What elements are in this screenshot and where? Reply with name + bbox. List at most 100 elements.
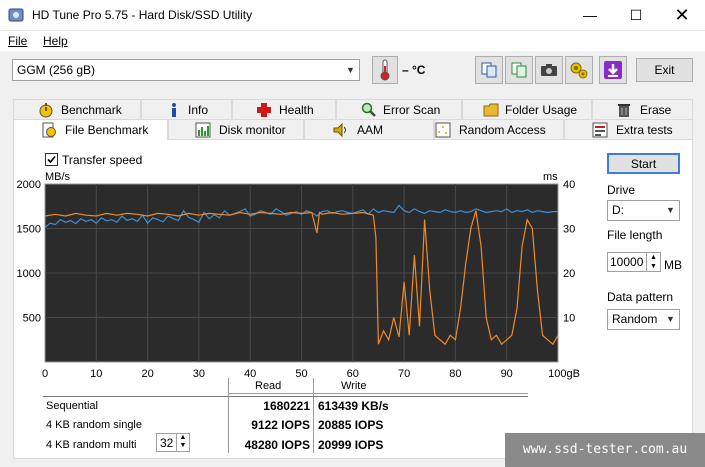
grid-lines <box>45 184 558 362</box>
row-label: Sequential <box>46 400 98 412</box>
tab-erase[interactable]: Erase <box>592 99 693 119</box>
screenshot-button[interactable] <box>535 56 563 84</box>
write-value: 20999 IOPS <box>318 438 384 452</box>
right-tick-label: 20 <box>563 268 575 280</box>
title-bar: HD Tune Pro 5.75 - Hard Disk/SSD Utility… <box>0 0 705 31</box>
queue-depth-input[interactable]: 32 ▲ ▼ <box>156 433 190 452</box>
drive-letter-select[interactable]: D: ▼ <box>607 200 680 221</box>
drive-select[interactable]: GGM (256 gB) ▼ <box>12 59 360 81</box>
write-value: 20885 IOPS <box>318 418 384 432</box>
tab-label: Error Scan <box>383 103 441 117</box>
options-button[interactable] <box>565 56 593 84</box>
watermark: www.ssd-tester.com.au <box>505 433 705 467</box>
file-length-value: 10000 <box>610 255 644 269</box>
tab-random-access[interactable]: Random Access <box>434 119 564 139</box>
row-label: 4 KB random single <box>46 419 142 431</box>
copy-text-button[interactable] <box>475 56 503 84</box>
tab-label: Info <box>188 103 209 117</box>
file-length-input[interactable]: 10000 ▲ ▼ <box>607 252 661 272</box>
table-divider <box>228 378 229 453</box>
minimize-button[interactable]: — <box>583 7 597 23</box>
drive-select-value: GGM (256 gB) <box>17 63 96 77</box>
chart-series <box>44 204 559 346</box>
tab-info[interactable]: Info <box>141 99 232 119</box>
x-tick-label: 40 <box>244 368 256 380</box>
tab-label: Health <box>279 103 314 117</box>
read-value: 9122 IOPS <box>251 418 310 432</box>
write-value: 613439 KB/s <box>318 399 389 413</box>
left-axis-ticks: 2000 1500 1000 500 <box>17 179 41 325</box>
health-cross-icon <box>257 103 271 117</box>
data-pattern-select[interactable]: Random ▼ <box>607 309 680 330</box>
copy-all-icon <box>511 62 527 78</box>
left-axis-unit: MB/s <box>45 171 71 183</box>
tab-benchmark[interactable]: Benchmark <box>13 99 141 119</box>
tab-file-benchmark[interactable]: File Benchmark <box>13 119 168 140</box>
tab-aam[interactable]: AAM <box>304 119 434 139</box>
table-divider <box>228 393 528 394</box>
maximize-button[interactable]: ☐ <box>629 7 643 23</box>
tab-extra-tests[interactable]: Extra tests <box>564 119 693 139</box>
file-length-label: File length <box>607 228 663 242</box>
write-header: Write <box>341 380 367 392</box>
checkmark-icon <box>47 155 56 164</box>
random-points-icon <box>435 122 451 138</box>
left-tick-label: 500 <box>23 313 41 325</box>
trash-icon <box>618 104 630 117</box>
x-tick-label: 80 <box>449 368 461 380</box>
info-icon <box>172 103 176 117</box>
right-axis-unit: ms <box>543 171 558 183</box>
tab-label: Folder Usage <box>505 103 578 117</box>
transfer-speed-checkbox[interactable] <box>45 153 58 166</box>
queue-depth-value: 32 <box>160 436 174 450</box>
row-label: 4 KB random multi <box>46 439 137 451</box>
transfer-speed-label: Transfer speed <box>62 153 143 167</box>
thermometer-icon <box>380 59 390 81</box>
window-title: HD Tune Pro 5.75 - Hard Disk/SSD Utility <box>32 8 253 22</box>
stopwatch-icon <box>39 103 53 118</box>
read-value: 1680221 <box>263 399 310 413</box>
right-tick-label: 40 <box>563 179 575 191</box>
close-button[interactable]: ✕ <box>674 5 690 25</box>
x-tick-label: 100gB <box>548 368 580 380</box>
tab-label: Disk monitor <box>219 123 286 137</box>
tab-label: Extra tests <box>616 123 673 137</box>
camera-icon <box>541 64 557 76</box>
save-button[interactable] <box>599 56 627 84</box>
copy-all-button[interactable] <box>505 56 533 84</box>
magnifier-icon <box>361 102 376 117</box>
x-axis-ticks: 0 10 20 30 40 50 60 70 80 90 100gB <box>42 368 580 380</box>
extra-tests-icon <box>592 122 608 138</box>
tab-label: Random Access <box>459 123 546 137</box>
tab-folder-usage[interactable]: Folder Usage <box>462 99 592 119</box>
tab-label: Benchmark <box>61 103 122 117</box>
right-tick-label: 30 <box>563 224 575 236</box>
menu-bar: File Help <box>0 31 705 51</box>
series-line-2 <box>44 210 559 346</box>
series-line-1 <box>44 204 558 229</box>
tab-label: Erase <box>640 103 672 117</box>
download-arrow-icon <box>604 61 622 79</box>
file-length-spinner[interactable]: ▲ ▼ <box>646 253 660 271</box>
tab-health[interactable]: Health <box>232 99 336 119</box>
gears-icon <box>570 62 588 79</box>
tab-error-scan[interactable]: Error Scan <box>336 99 462 119</box>
queue-depth-spinner[interactable]: ▲ ▼ <box>176 434 189 451</box>
x-tick-label: 30 <box>193 368 205 380</box>
chevron-down-icon: ▼ <box>346 65 355 75</box>
data-pattern-value: Random <box>612 312 658 326</box>
x-tick-label: 50 <box>295 368 307 380</box>
start-button[interactable]: Start <box>607 153 680 174</box>
app-icon <box>8 8 24 22</box>
chevron-down-icon: ▼ <box>666 314 675 324</box>
exit-button[interactable]: Exit <box>636 58 693 82</box>
right-tick-label: 10 <box>563 313 575 325</box>
tab-label: AAM <box>357 123 384 137</box>
menu-file[interactable]: File <box>8 34 28 48</box>
temperature-button[interactable] <box>372 56 398 84</box>
right-axis-ticks: 40 30 20 10 <box>563 179 575 325</box>
menu-help[interactable]: Help <box>43 34 68 48</box>
drive-letter-value: D: <box>612 203 624 217</box>
x-tick-label: 70 <box>398 368 410 380</box>
tab-disk-monitor[interactable]: Disk monitor <box>168 119 304 139</box>
